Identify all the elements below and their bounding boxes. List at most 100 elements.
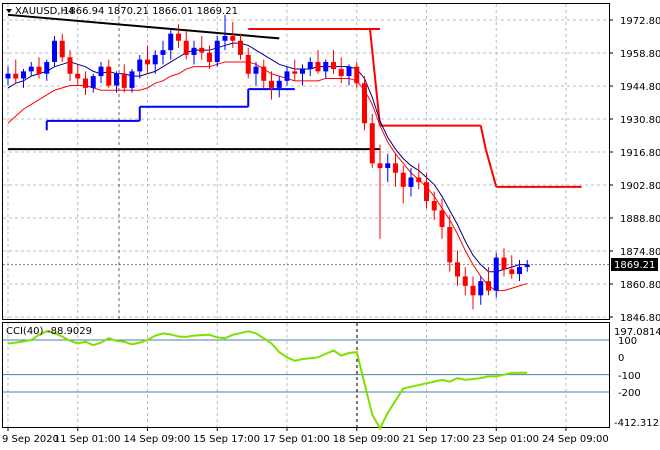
candle-body xyxy=(75,73,81,79)
price-tick-label: 1930.80 xyxy=(620,115,660,126)
candle-body xyxy=(207,52,212,62)
candle-body xyxy=(346,66,352,77)
trendline xyxy=(7,13,280,40)
price-tick-label: 1972.80 xyxy=(620,16,660,27)
candle-body xyxy=(416,177,422,183)
cci-tick-label: 100 xyxy=(618,336,637,347)
indicator-overlays xyxy=(7,13,582,292)
candle-body xyxy=(385,163,391,169)
candle-body xyxy=(369,123,375,164)
candle-body xyxy=(431,201,437,211)
time-tick-label: 17 Sep 01:00 xyxy=(263,434,330,445)
candle-body xyxy=(168,33,174,51)
current-price-badge xyxy=(611,258,658,271)
candle-body xyxy=(137,59,143,72)
time-tick-label: 23 Sep 01:00 xyxy=(472,434,539,445)
candle-body xyxy=(160,50,166,55)
dropdown-triangle-icon[interactable] xyxy=(6,9,12,13)
candle-body xyxy=(129,71,135,88)
cci-value: -88.9029 xyxy=(47,326,92,337)
time-tick-label: 15 Sep 17:00 xyxy=(193,434,260,445)
candle-body xyxy=(462,276,468,286)
chart-ohlc: 1866.94 1870.21 1866.01 1869.21 xyxy=(63,6,238,17)
candle-body xyxy=(377,163,383,169)
price-axis: 1972.80 1958.80 1944.80 1930.80 1916.80 1902.… xyxy=(609,16,660,324)
chart-symbol: XAUUSD,H4 xyxy=(15,6,74,17)
candle-body xyxy=(400,172,406,187)
stop-level-connector xyxy=(369,28,381,126)
candle-body xyxy=(238,40,243,55)
cci-line xyxy=(7,330,528,431)
time-tick-label: 18 Sep 09:00 xyxy=(333,434,400,445)
cci-title: CCI(40) xyxy=(6,326,44,337)
price-tick-label: 1958.80 xyxy=(620,49,660,60)
time-tick-label: 24 Sep 09:00 xyxy=(542,434,609,445)
candle-body xyxy=(90,76,96,88)
candle-body xyxy=(106,66,112,86)
price-tick-label: 1916.80 xyxy=(620,148,660,159)
candle-body xyxy=(98,66,104,77)
time-tick-label: 9 Sep 2020 xyxy=(2,434,59,445)
candle-body xyxy=(338,69,344,77)
current-price-label: 1869.21 xyxy=(614,260,655,271)
candle-body xyxy=(222,36,228,41)
cci-tick-label: -412.3125 xyxy=(614,418,660,429)
candle-body xyxy=(393,163,398,173)
candle-body xyxy=(67,57,73,74)
candle-body xyxy=(470,285,476,296)
candle-body xyxy=(276,80,282,88)
candle-body xyxy=(307,61,313,70)
candle-body xyxy=(331,61,336,70)
candle-body xyxy=(83,78,88,88)
candle-body xyxy=(501,257,507,270)
candle-body xyxy=(323,61,329,72)
price-tick-label: 1846.80 xyxy=(620,313,660,324)
candle-body xyxy=(145,59,150,65)
candle-body xyxy=(362,83,367,124)
candle-body xyxy=(152,54,158,65)
moving-average-line xyxy=(7,61,528,292)
candle-body xyxy=(493,257,499,291)
price-tick-label: 1944.80 xyxy=(620,82,660,93)
grid-lines xyxy=(3,4,609,427)
candle-body xyxy=(424,182,429,202)
candle-body xyxy=(191,47,197,55)
candle-body xyxy=(21,71,26,79)
candle-body xyxy=(52,40,57,62)
candle-body xyxy=(354,66,360,84)
candle-body xyxy=(269,80,274,88)
time-tick-label: 14 Sep 09:00 xyxy=(124,434,191,445)
candle-body xyxy=(176,33,181,41)
cci-tick-label: -100 xyxy=(618,371,641,382)
candle-body xyxy=(517,267,522,275)
price-tick-label: 1888.80 xyxy=(620,214,660,225)
candle-body xyxy=(183,40,189,55)
cci-tick-label: 0 xyxy=(618,353,624,364)
candle-body xyxy=(284,71,290,81)
candle-body xyxy=(292,71,298,74)
candle-body xyxy=(408,177,414,187)
candle-body xyxy=(315,61,321,72)
main-plot-frame xyxy=(2,3,610,320)
candle-body xyxy=(114,73,119,86)
candle-body xyxy=(509,269,515,275)
candle-body xyxy=(121,73,127,88)
candle-body xyxy=(245,54,251,74)
candle-body xyxy=(44,61,50,74)
candle-body xyxy=(214,40,220,62)
price-tick-label: 1874.80 xyxy=(620,247,660,258)
moving-average-line xyxy=(7,42,528,273)
candle-body xyxy=(486,281,491,291)
candle-body xyxy=(230,36,236,41)
candle-body xyxy=(36,66,42,74)
price-tick-label: 1860.80 xyxy=(620,280,660,291)
candlestick-series xyxy=(5,14,530,310)
candle-body xyxy=(199,47,205,53)
cci-tick-label: -200 xyxy=(618,388,641,399)
time-tick-label: 21 Sep 17:00 xyxy=(403,434,470,445)
candle-body xyxy=(447,226,453,263)
candle-body xyxy=(524,264,530,268)
